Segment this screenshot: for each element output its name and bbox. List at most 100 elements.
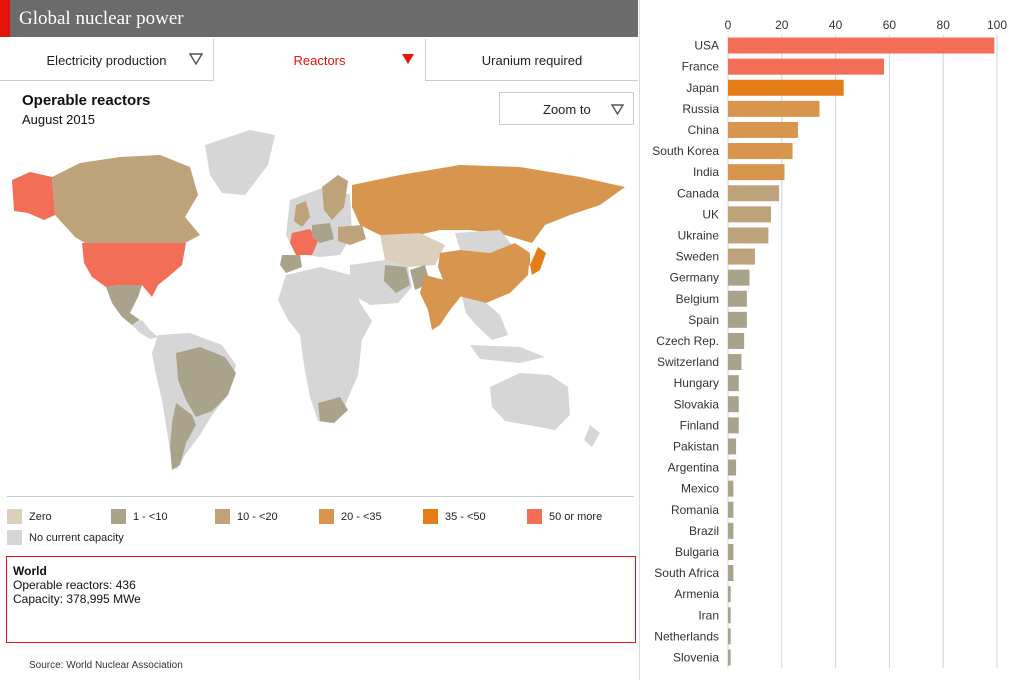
legend-label: No current capacity	[29, 531, 124, 544]
country-uk[interactable]	[294, 201, 310, 227]
legend-item-no-capacity: No current capacity	[7, 530, 124, 545]
map-title: Operable reactors	[22, 92, 151, 109]
bar-japan[interactable]	[728, 79, 844, 96]
bar-pakistan[interactable]	[728, 438, 737, 455]
info-capacity: Capacity: 378,995 MWe	[13, 592, 141, 606]
bar-argentina[interactable]	[728, 459, 737, 476]
bar-mexico[interactable]	[728, 480, 734, 497]
legend-label: 35 - <50	[445, 510, 486, 523]
legend-swatch	[319, 509, 334, 524]
triangle-down-filled-icon	[402, 54, 414, 64]
category-label: Argentina	[668, 461, 720, 475]
bar-switzerland[interactable]	[728, 354, 742, 371]
legend-swatch	[527, 509, 542, 524]
category-label: Armenia	[674, 587, 719, 601]
category-label: Belgium	[676, 292, 719, 306]
world-map	[12, 130, 625, 470]
legend-item-50-plus: 50 or more	[527, 509, 602, 524]
country-kazakhstan	[380, 233, 445, 267]
bar-south-africa[interactable]	[728, 565, 734, 582]
legend-item-1-10: 1 - <10	[111, 509, 168, 524]
bar-canada[interactable]	[728, 185, 780, 202]
bar-bulgaria[interactable]	[728, 543, 734, 560]
map-subtitle: August 2015	[22, 112, 96, 127]
bar-brazil[interactable]	[728, 522, 734, 539]
bar-hungary[interactable]	[728, 375, 739, 392]
legend-label: 1 - <10	[133, 510, 168, 523]
country-india[interactable]	[420, 275, 462, 330]
category-label: Iran	[698, 608, 719, 622]
bar-russia[interactable]	[728, 100, 820, 117]
country-usa[interactable]	[82, 243, 186, 297]
legend-label: 50 or more	[549, 510, 603, 523]
country-mexico[interactable]	[106, 285, 142, 325]
tab-electricity-production[interactable]: Electricity production	[0, 39, 214, 81]
bar-sweden[interactable]	[728, 248, 755, 265]
bar-iran[interactable]	[728, 607, 731, 624]
country-central-america	[132, 320, 158, 339]
map-panel: Global nuclear power Electricity product…	[0, 0, 640, 680]
tab-label: Electricity production	[46, 52, 167, 68]
country-new-zealand	[584, 425, 600, 447]
country-china[interactable]	[438, 243, 530, 303]
bar-uk[interactable]	[728, 206, 772, 223]
tab-uranium-required[interactable]: Uranium required	[426, 39, 638, 81]
country-germany[interactable]	[312, 223, 334, 243]
triangle-down-outline-icon	[189, 53, 203, 65]
bar-south-korea[interactable]	[728, 143, 793, 160]
country-brazil[interactable]	[176, 347, 236, 417]
page-title: Global nuclear power	[19, 8, 184, 29]
bar-germany[interactable]	[728, 269, 750, 286]
bar-ukraine[interactable]	[728, 227, 769, 244]
country-iran[interactable]	[384, 265, 410, 293]
bar-slovakia[interactable]	[728, 396, 739, 413]
bar-china[interactable]	[728, 121, 798, 138]
region-se-asia	[462, 297, 508, 340]
category-label: Pakistan	[673, 439, 719, 453]
category-label: USA	[694, 39, 719, 53]
bar-usa[interactable]	[728, 37, 995, 54]
country-greenland	[205, 130, 275, 195]
tab-bar: Electricity production Reactors Uranium …	[0, 39, 638, 81]
country-sweden[interactable]	[322, 175, 348, 220]
country-france[interactable]	[290, 229, 318, 255]
tab-reactors[interactable]: Reactors	[214, 39, 426, 81]
legend-item-zero: Zero	[7, 509, 52, 524]
country-alaska[interactable]	[12, 172, 55, 220]
category-label: Netherlands	[654, 629, 719, 643]
bar-finland[interactable]	[728, 417, 739, 434]
country-japan[interactable]	[530, 247, 546, 275]
bar-slovenia[interactable]	[728, 649, 731, 666]
x-tick-label: 60	[883, 18, 897, 32]
bar-belgium[interactable]	[728, 290, 747, 307]
category-label: China	[688, 123, 720, 137]
country-argentina[interactable]	[170, 403, 196, 470]
country-south-africa[interactable]	[318, 397, 348, 423]
legend-swatch	[7, 530, 22, 545]
country-canada[interactable]	[52, 155, 200, 243]
bar-spain[interactable]	[728, 311, 747, 328]
info-title: World	[13, 564, 47, 578]
country-russia[interactable]	[352, 165, 625, 243]
country-ukraine[interactable]	[338, 225, 366, 245]
country-south-korea[interactable]	[524, 255, 530, 267]
x-tick-label: 20	[775, 18, 789, 32]
bar-czech-rep[interactable]	[728, 332, 745, 349]
tab-label: Reactors	[293, 52, 346, 68]
bar-india[interactable]	[728, 164, 785, 181]
category-label: UK	[702, 207, 719, 221]
zoom-dropdown[interactable]: Zoom to	[499, 92, 634, 125]
category-label: Brazil	[689, 524, 719, 538]
bar-romania[interactable]	[728, 501, 734, 518]
legend-swatch	[111, 509, 126, 524]
legend-item-20-35: 20 - <35	[319, 509, 382, 524]
country-spain[interactable]	[280, 255, 302, 273]
category-label: Romania	[671, 503, 719, 517]
bar-armenia[interactable]	[728, 586, 731, 603]
bar-france[interactable]	[728, 58, 885, 75]
category-label: Switzerland	[657, 355, 719, 369]
category-label: Mexico	[681, 482, 719, 496]
bar-netherlands[interactable]	[728, 628, 731, 645]
category-label: Czech Rep.	[656, 334, 719, 348]
category-label: Finland	[680, 418, 719, 432]
